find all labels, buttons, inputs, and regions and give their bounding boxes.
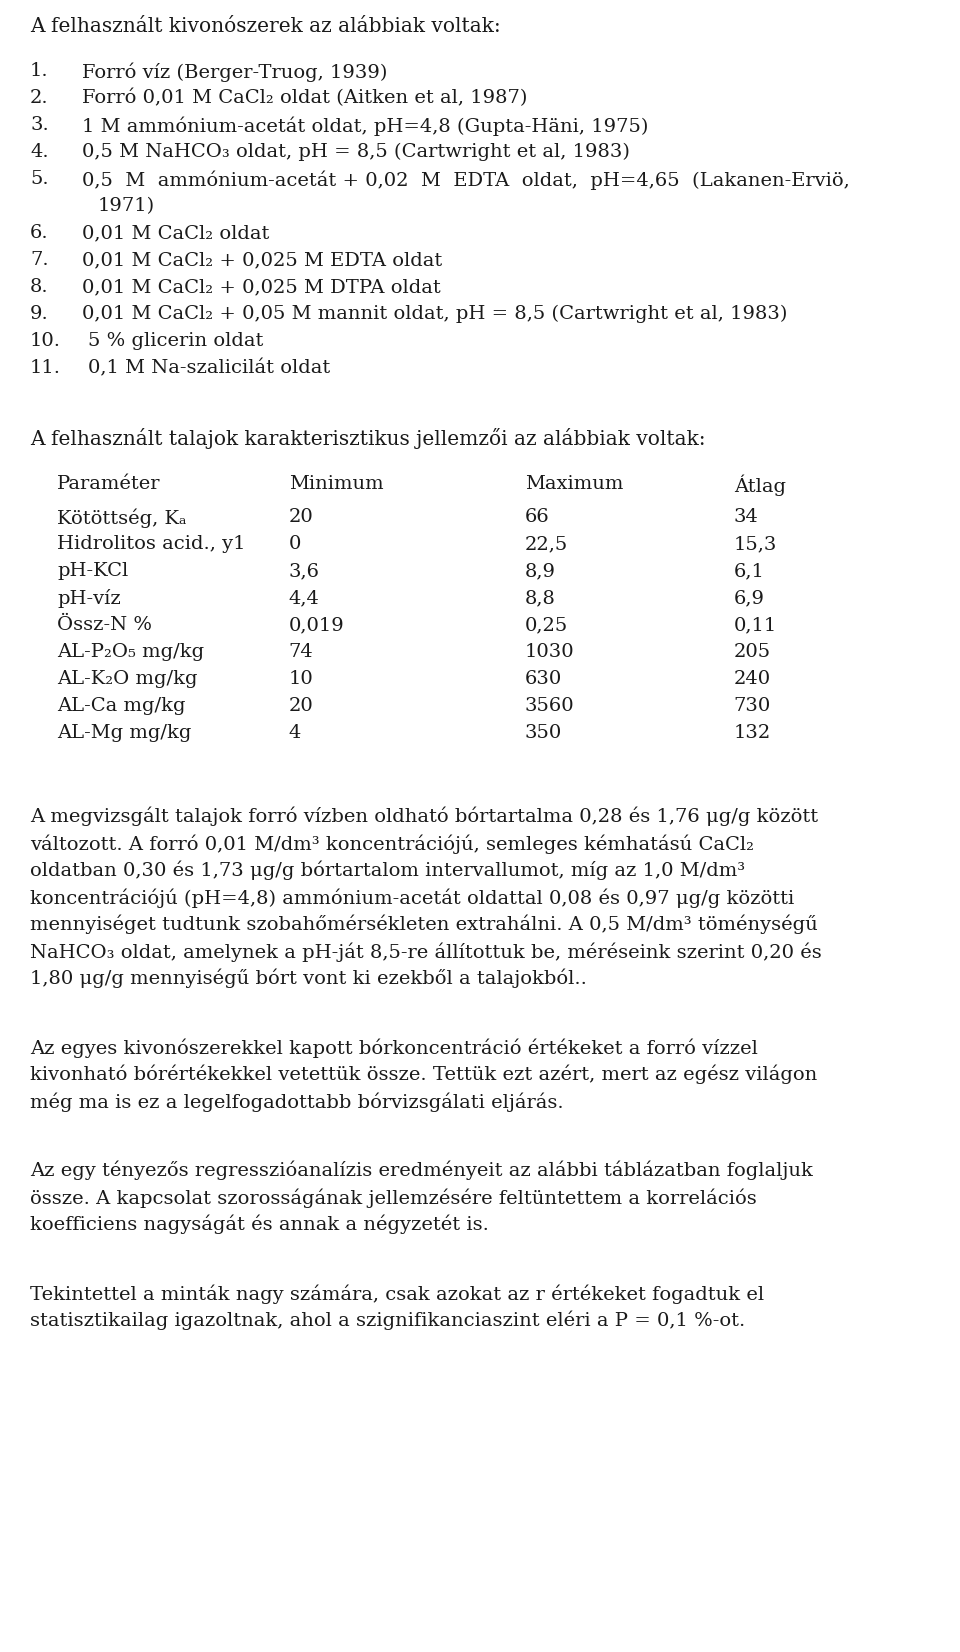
Text: 205: 205 bbox=[733, 643, 771, 661]
Text: pH-KCl: pH-KCl bbox=[58, 562, 129, 580]
Text: Forró 0,01 M CaCl₂ oldat (Aitken et al, 1987): Forró 0,01 M CaCl₂ oldat (Aitken et al, … bbox=[82, 89, 527, 107]
Text: Tekintettel a minták nagy számára, csak azokat az r értékeket fogadtuk el: Tekintettel a minták nagy számára, csak … bbox=[30, 1284, 764, 1303]
Text: 5.: 5. bbox=[30, 170, 49, 188]
Text: 1 M ammónium-acetát oldat, pH=4,8 (Gupta-Häni, 1975): 1 M ammónium-acetát oldat, pH=4,8 (Gupta… bbox=[82, 116, 648, 135]
Text: 0,1 M Na-szalicilát oldat: 0,1 M Na-szalicilát oldat bbox=[88, 358, 330, 377]
Text: Átlag: Átlag bbox=[733, 476, 785, 497]
Text: 350: 350 bbox=[525, 724, 563, 742]
Text: 6,1: 6,1 bbox=[733, 562, 764, 580]
Text: A felhasznált talajok karakterisztikus jellemzői az alábbiak voltak:: A felhasznált talajok karakterisztikus j… bbox=[30, 428, 706, 449]
Text: koefficiens nagyságát és annak a négyzetét is.: koefficiens nagyságát és annak a négyzet… bbox=[30, 1214, 489, 1234]
Text: Forró víz (Berger-Truog, 1939): Forró víz (Berger-Truog, 1939) bbox=[82, 63, 388, 81]
Text: 1030: 1030 bbox=[525, 643, 574, 661]
Text: Hidrolitos acid., y1: Hidrolitos acid., y1 bbox=[58, 535, 246, 553]
Text: AL-Ca mg/kg: AL-Ca mg/kg bbox=[58, 697, 185, 715]
Text: 7.: 7. bbox=[30, 251, 49, 269]
Text: 0,5 M NaHCO₃ oldat, pH = 8,5 (Cartwright et al, 1983): 0,5 M NaHCO₃ oldat, pH = 8,5 (Cartwright… bbox=[82, 144, 630, 162]
Text: Az egy tényezős regresszióanalízis eredményeit az alábbi táblázatban foglaljuk: Az egy tényezős regresszióanalízis eredm… bbox=[30, 1161, 813, 1181]
Text: 1,80 μg/g mennyiségű bórt vont ki ezekből a talajokból..: 1,80 μg/g mennyiségű bórt vont ki ezekbő… bbox=[30, 970, 587, 988]
Text: pH-víz: pH-víz bbox=[58, 590, 121, 608]
Text: 66: 66 bbox=[525, 509, 550, 525]
Text: Paraméter: Paraméter bbox=[58, 476, 160, 492]
Text: változott. A forró 0,01 M/dm³ koncentrációjú, semleges kémhatású CaCl₂: változott. A forró 0,01 M/dm³ koncentrác… bbox=[30, 834, 754, 854]
Text: 10: 10 bbox=[289, 671, 314, 687]
Text: 0,5  M  ammónium-acetát + 0,02  M  EDTA  oldat,  pH=4,65  (Lakanen-Erviö,: 0,5 M ammónium-acetát + 0,02 M EDTA olda… bbox=[82, 170, 850, 190]
Text: 1.: 1. bbox=[30, 63, 49, 79]
Text: Kötöttség, Kₐ: Kötöttség, Kₐ bbox=[58, 509, 187, 527]
Text: 22,5: 22,5 bbox=[525, 535, 568, 553]
Text: 8,8: 8,8 bbox=[525, 590, 556, 606]
Text: 0,01 M CaCl₂ oldat: 0,01 M CaCl₂ oldat bbox=[82, 225, 270, 241]
Text: Az egyes kivonószerekkel kapott bórkoncentráció értékeket a forró vízzel: Az egyes kivonószerekkel kapott bórkonce… bbox=[30, 1037, 757, 1057]
Text: 4.: 4. bbox=[30, 144, 49, 160]
Text: 630: 630 bbox=[525, 671, 563, 687]
Text: 132: 132 bbox=[733, 724, 771, 742]
Text: AL-P₂O₅ mg/kg: AL-P₂O₅ mg/kg bbox=[58, 643, 204, 661]
Text: 0,01 M CaCl₂ + 0,025 M EDTA oldat: 0,01 M CaCl₂ + 0,025 M EDTA oldat bbox=[82, 251, 443, 269]
Text: kivonható bórértékekkel vetettük össze. Tettük ezt azért, mert az egész világon: kivonható bórértékekkel vetettük össze. … bbox=[30, 1066, 817, 1084]
Text: 15,3: 15,3 bbox=[733, 535, 777, 553]
Text: 6.: 6. bbox=[30, 225, 49, 241]
Text: 240: 240 bbox=[733, 671, 771, 687]
Text: 0,01 M CaCl₂ + 0,025 M DTPA oldat: 0,01 M CaCl₂ + 0,025 M DTPA oldat bbox=[82, 278, 441, 296]
Text: 10.: 10. bbox=[30, 332, 61, 350]
Text: 74: 74 bbox=[289, 643, 314, 661]
Text: 3560: 3560 bbox=[525, 697, 574, 715]
Text: 730: 730 bbox=[733, 697, 771, 715]
Text: A megvizsgált talajok forró vízben oldható bórtartalma 0,28 és 1,76 μg/g között: A megvizsgált talajok forró vízben oldha… bbox=[30, 806, 818, 826]
Text: össze. A kapcsolat szorosságának jellemzésére feltüntettem a korrelációs: össze. A kapcsolat szorosságának jellemz… bbox=[30, 1188, 756, 1208]
Text: 20: 20 bbox=[289, 509, 314, 525]
Text: 0,019: 0,019 bbox=[289, 616, 345, 634]
Text: 8.: 8. bbox=[30, 278, 49, 296]
Text: statisztikailag igazoltnak, ahol a szignifikanciaszint eléri a P = 0,1 %-ot.: statisztikailag igazoltnak, ahol a szign… bbox=[30, 1312, 745, 1330]
Text: 3.: 3. bbox=[30, 116, 49, 134]
Text: AL-K₂O mg/kg: AL-K₂O mg/kg bbox=[58, 671, 198, 687]
Text: 0,01 M CaCl₂ + 0,05 M mannit oldat, pH = 8,5 (Cartwright et al, 1983): 0,01 M CaCl₂ + 0,05 M mannit oldat, pH =… bbox=[82, 306, 787, 324]
Text: 6,9: 6,9 bbox=[733, 590, 765, 606]
Text: 1971): 1971) bbox=[98, 197, 156, 215]
Text: 0: 0 bbox=[289, 535, 301, 553]
Text: 0,11: 0,11 bbox=[733, 616, 777, 634]
Text: 5 % glicerin oldat: 5 % glicerin oldat bbox=[88, 332, 263, 350]
Text: koncentrációjú (pH=4,8) ammónium-acetát oldattal 0,08 és 0,97 μg/g közötti: koncentrációjú (pH=4,8) ammónium-acetát … bbox=[30, 889, 794, 907]
Text: oldatban 0,30 és 1,73 μg/g bórtartalom intervallumot, míg az 1,0 M/dm³: oldatban 0,30 és 1,73 μg/g bórtartalom i… bbox=[30, 861, 745, 881]
Text: Össz-N %: Össz-N % bbox=[58, 616, 153, 634]
Text: 3,6: 3,6 bbox=[289, 562, 320, 580]
Text: még ma is ez a legelfogadottabb bórvizsgálati eljárás.: még ma is ez a legelfogadottabb bórvizsg… bbox=[30, 1092, 564, 1112]
Text: 34: 34 bbox=[733, 509, 758, 525]
Text: Maximum: Maximum bbox=[525, 476, 623, 492]
Text: NaHCO₃ oldat, amelynek a pH-ját 8,5-re állítottuk be, méréseink szerint 0,20 és: NaHCO₃ oldat, amelynek a pH-ját 8,5-re á… bbox=[30, 942, 822, 961]
Text: Minimum: Minimum bbox=[289, 476, 383, 492]
Text: 0,25: 0,25 bbox=[525, 616, 568, 634]
Text: 4,4: 4,4 bbox=[289, 590, 320, 606]
Text: mennyiséget tudtunk szobahőmérsékleten extrahálni. A 0,5 M/dm³ töménységű: mennyiséget tudtunk szobahőmérsékleten e… bbox=[30, 915, 818, 935]
Text: 20: 20 bbox=[289, 697, 314, 715]
Text: 4: 4 bbox=[289, 724, 301, 742]
Text: 8,9: 8,9 bbox=[525, 562, 556, 580]
Text: A felhasznált kivonószerek az alábbiak voltak:: A felhasznált kivonószerek az alábbiak v… bbox=[30, 17, 501, 36]
Text: 9.: 9. bbox=[30, 306, 49, 324]
Text: 2.: 2. bbox=[30, 89, 49, 107]
Text: AL-Mg mg/kg: AL-Mg mg/kg bbox=[58, 724, 192, 742]
Text: 11.: 11. bbox=[30, 358, 61, 377]
